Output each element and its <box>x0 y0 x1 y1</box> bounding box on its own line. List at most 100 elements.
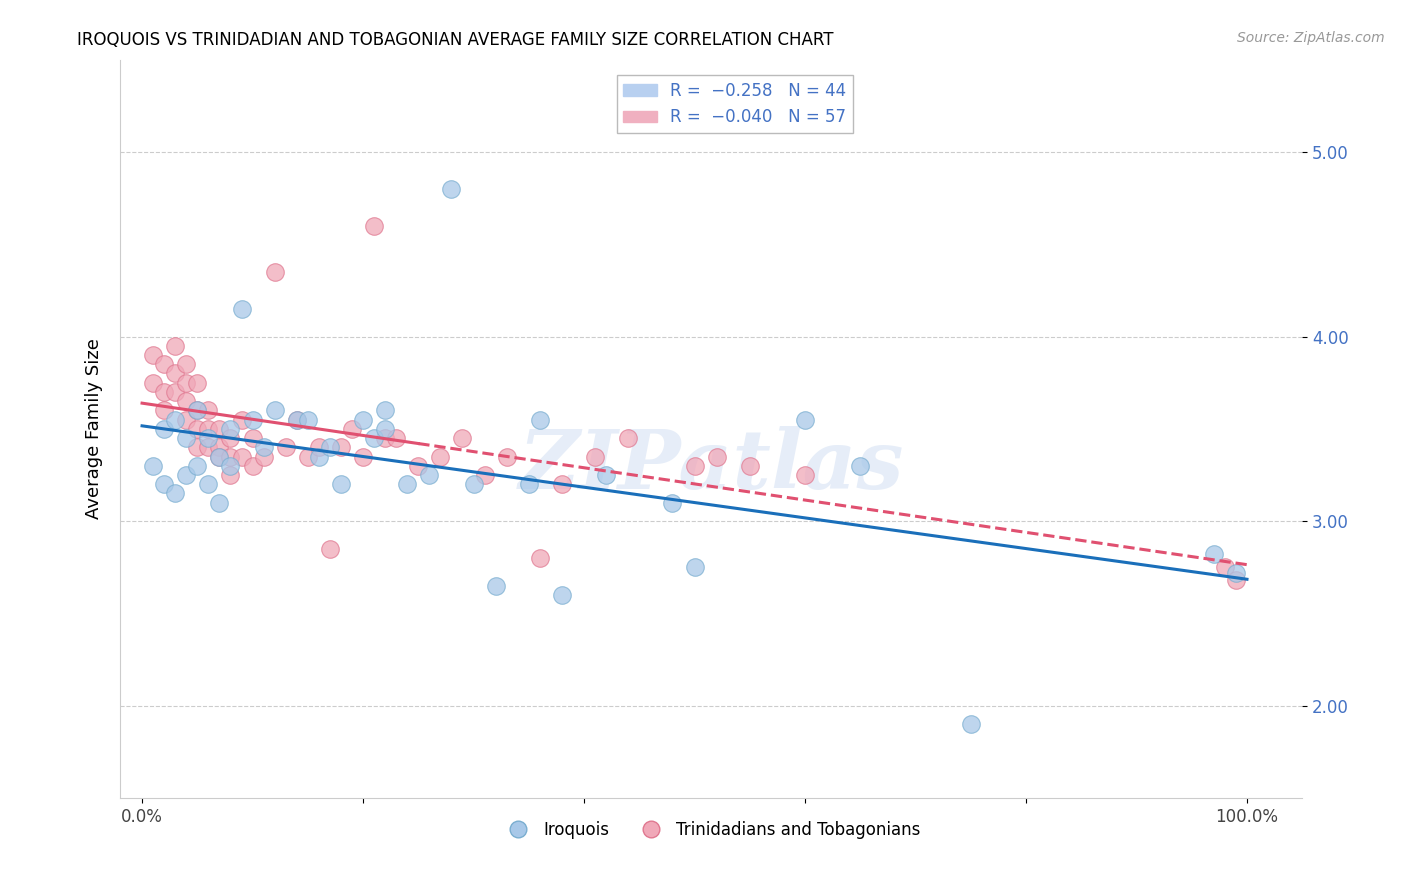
Point <box>683 560 706 574</box>
Point <box>396 477 419 491</box>
Point <box>363 431 385 445</box>
Point <box>174 412 197 426</box>
Point <box>683 458 706 473</box>
Point <box>706 450 728 464</box>
Point <box>495 450 517 464</box>
Point <box>661 496 683 510</box>
Point <box>186 376 208 390</box>
Point <box>219 468 242 483</box>
Point <box>165 384 187 399</box>
Point <box>319 541 342 556</box>
Point <box>285 412 308 426</box>
Point <box>219 422 242 436</box>
Point <box>297 412 319 426</box>
Point <box>374 403 396 417</box>
Point <box>153 403 176 417</box>
Point <box>231 301 253 316</box>
Point <box>186 403 208 417</box>
Point <box>174 468 197 483</box>
Point <box>485 579 508 593</box>
Point <box>208 450 231 464</box>
Point <box>165 367 187 381</box>
Point <box>794 412 817 426</box>
Point <box>186 403 208 417</box>
Point <box>165 339 187 353</box>
Text: Source: ZipAtlas.com: Source: ZipAtlas.com <box>1237 31 1385 45</box>
Point <box>174 357 197 371</box>
Point <box>242 412 264 426</box>
Point <box>186 440 208 454</box>
Legend: Iroquois, Trinidadians and Tobagonians: Iroquois, Trinidadians and Tobagonians <box>495 814 927 846</box>
Point <box>208 440 231 454</box>
Point <box>529 551 551 566</box>
Point <box>197 477 219 491</box>
Point <box>352 450 374 464</box>
Point <box>186 458 208 473</box>
Point <box>340 422 363 436</box>
Point <box>186 422 208 436</box>
Point <box>208 422 231 436</box>
Point <box>440 182 463 196</box>
Point <box>197 403 219 417</box>
Point <box>1225 566 1247 580</box>
Point <box>429 450 451 464</box>
Point <box>329 440 352 454</box>
Point <box>308 450 330 464</box>
Point <box>142 458 165 473</box>
Point <box>142 348 165 362</box>
Point <box>1213 560 1236 574</box>
Point <box>463 477 485 491</box>
Point <box>174 394 197 409</box>
Point <box>142 376 165 390</box>
Point <box>197 431 219 445</box>
Point <box>1202 548 1225 562</box>
Point <box>474 468 496 483</box>
Point <box>153 384 176 399</box>
Point <box>374 422 396 436</box>
Point <box>1225 574 1247 588</box>
Point <box>352 412 374 426</box>
Point <box>231 450 253 464</box>
Point <box>285 412 308 426</box>
Point <box>517 477 540 491</box>
Point <box>583 450 606 464</box>
Text: IROQUOIS VS TRINIDADIAN AND TOBAGONIAN AVERAGE FAMILY SIZE CORRELATION CHART: IROQUOIS VS TRINIDADIAN AND TOBAGONIAN A… <box>77 31 834 49</box>
Point <box>263 265 285 279</box>
Point <box>208 496 231 510</box>
Point <box>153 357 176 371</box>
Point <box>308 440 330 454</box>
Point <box>197 440 219 454</box>
Point <box>197 422 219 436</box>
Point <box>551 477 574 491</box>
Point <box>408 458 430 473</box>
Point <box>738 458 761 473</box>
Point <box>165 412 187 426</box>
Point <box>174 376 197 390</box>
Point <box>242 431 264 445</box>
Point <box>418 468 440 483</box>
Point <box>595 468 617 483</box>
Point <box>174 431 197 445</box>
Point <box>219 431 242 445</box>
Point <box>849 458 872 473</box>
Point <box>385 431 408 445</box>
Y-axis label: Average Family Size: Average Family Size <box>86 338 103 519</box>
Point <box>329 477 352 491</box>
Point <box>363 219 385 233</box>
Point <box>208 450 231 464</box>
Point <box>959 717 981 731</box>
Point <box>451 431 474 445</box>
Point <box>319 440 342 454</box>
Point <box>219 450 242 464</box>
Point <box>263 403 285 417</box>
Point <box>252 450 274 464</box>
Point <box>617 431 640 445</box>
Text: ZIPatlas: ZIPatlas <box>519 425 904 506</box>
Point <box>165 486 187 500</box>
Point <box>297 450 319 464</box>
Point <box>551 588 574 602</box>
Point <box>242 458 264 473</box>
Point <box>153 477 176 491</box>
Point <box>274 440 297 454</box>
Point <box>252 440 274 454</box>
